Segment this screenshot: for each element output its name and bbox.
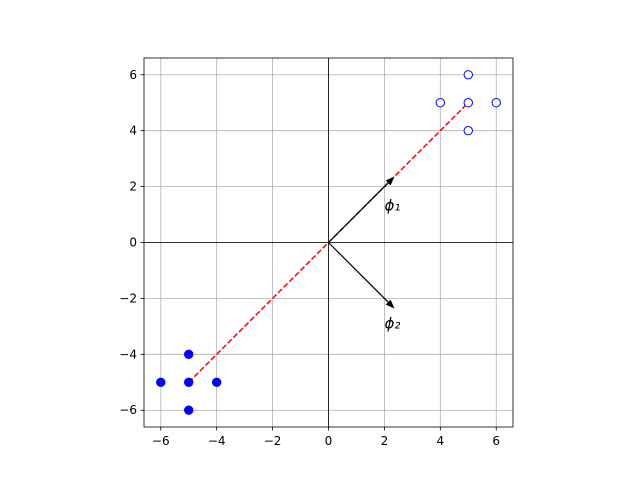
x-tick-label: 6 (492, 434, 500, 448)
x-tick-label: −6 (152, 434, 170, 448)
arrow-head (385, 299, 395, 309)
point (184, 405, 194, 415)
point (463, 125, 473, 136)
y-tick-label: −6 (119, 403, 137, 417)
point (435, 98, 446, 108)
x-tick-label: −4 (208, 434, 226, 448)
x-tick-label: −2 (264, 434, 282, 448)
arrow-label: ϕ₁ (384, 197, 400, 215)
x-tick-label: 0 (325, 434, 333, 448)
arrow-shaft (328, 182, 389, 243)
y-tick-label: −2 (119, 291, 137, 305)
arrow-shaft (328, 242, 389, 303)
plot-frame (143, 57, 514, 428)
point (463, 70, 473, 80)
y-tick-label: 2 (129, 180, 137, 194)
point (184, 349, 194, 360)
point (211, 377, 222, 387)
x-tick-label: 4 (436, 434, 444, 448)
point (463, 98, 473, 108)
x-tick-label: 2 (381, 434, 389, 448)
point (184, 377, 194, 387)
point (156, 377, 166, 387)
y-tick-label: 6 (129, 68, 137, 82)
y-tick-label: 4 (129, 124, 137, 138)
arrow-head (385, 176, 395, 186)
arrow-label: ϕ₂ (384, 314, 400, 332)
point (491, 98, 501, 108)
y-tick-label: −4 (119, 347, 137, 361)
y-tick-label: 0 (129, 236, 137, 250)
